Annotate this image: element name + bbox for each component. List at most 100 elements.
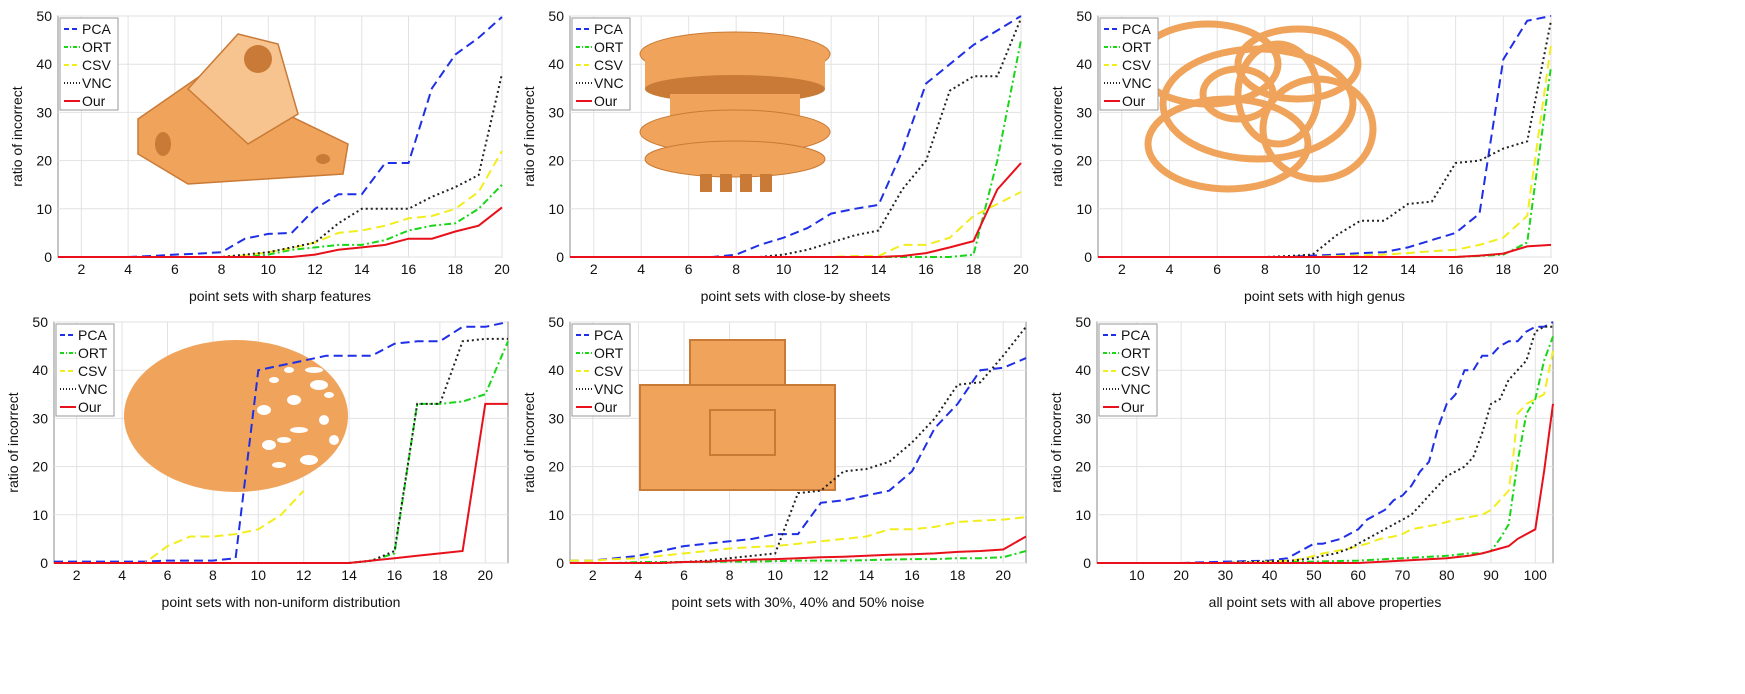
series-line-our bbox=[570, 162, 1022, 258]
x-tick-label: 10 bbox=[776, 261, 792, 277]
x-tick-label: 18 bbox=[1496, 261, 1512, 277]
y-tick-label: 0 bbox=[1084, 249, 1092, 265]
legend-label: VNC bbox=[1121, 381, 1151, 397]
x-tick-label: 8 bbox=[726, 567, 734, 583]
series-line-pca bbox=[54, 321, 509, 563]
series-line-csv bbox=[570, 516, 1027, 562]
x-tick-label: 8 bbox=[732, 261, 740, 277]
legend-label: VNC bbox=[78, 381, 108, 397]
legend-label: CSV bbox=[594, 57, 623, 73]
x-tick-label: 18 bbox=[950, 567, 966, 583]
x-tick-label: 40 bbox=[1262, 567, 1278, 583]
legend-box bbox=[571, 323, 631, 417]
x-tick-label: 14 bbox=[341, 567, 357, 583]
x-tick-label: 16 bbox=[904, 567, 920, 583]
y-tick-label: 20 bbox=[32, 459, 48, 475]
series-line-our bbox=[570, 535, 1027, 564]
x-tick-label: 80 bbox=[1439, 567, 1455, 583]
x-tick-label: 20 bbox=[995, 567, 1011, 583]
x-tick-label: 10 bbox=[261, 261, 277, 277]
legend-label: ORT bbox=[82, 39, 112, 55]
x-tick-label: 100 bbox=[1524, 567, 1548, 583]
y-tick-label: 30 bbox=[36, 104, 52, 120]
x-tick-label: 60 bbox=[1350, 567, 1366, 583]
x-tick-label: 8 bbox=[1261, 261, 1269, 277]
legend-label: PCA bbox=[1122, 21, 1151, 37]
legend-label: PCA bbox=[82, 21, 111, 37]
y-tick-label: 0 bbox=[44, 249, 52, 265]
noisy-block-inset-image bbox=[639, 339, 836, 491]
x-tick-label: 18 bbox=[966, 261, 982, 277]
chart-panel-3: 2 4 6 8 10 12 14 16 18 20 0 10 20 30 40 50 point sets wi… bbox=[1049, 8, 1559, 304]
x-tick-label: 10 bbox=[1305, 261, 1321, 277]
legend-label: VNC bbox=[82, 75, 112, 91]
x-tick-label: 6 bbox=[1213, 261, 1221, 277]
y-tick-label: 0 bbox=[556, 249, 564, 265]
y-axis-label: ratio of incorrect bbox=[521, 86, 537, 186]
y-axis-label: ratio of incorrect bbox=[521, 392, 537, 492]
y-tick-label: 20 bbox=[1075, 459, 1091, 475]
y-tick-label: 10 bbox=[1075, 507, 1091, 523]
y-tick-label: 20 bbox=[1076, 153, 1092, 169]
x-tick-label: 20 bbox=[478, 567, 494, 583]
legend-label: ORT bbox=[78, 345, 108, 361]
x-tick-label: 10 bbox=[251, 567, 267, 583]
vase-inset-image bbox=[639, 31, 831, 192]
y-tick-label: 30 bbox=[1076, 104, 1092, 120]
chart-panel-2: 2 4 6 8 10 12 14 16 18 20 0 10 20 30 40 50 point sets wi… bbox=[521, 8, 1029, 304]
x-tick-label: 12 bbox=[1352, 261, 1368, 277]
x-tick-label: 10 bbox=[1129, 567, 1145, 583]
y-tick-label: 10 bbox=[548, 507, 564, 523]
x-tick-label: 10 bbox=[767, 567, 783, 583]
y-tick-label: 50 bbox=[32, 314, 48, 330]
x-axis-label: point sets with sharp features bbox=[189, 288, 371, 304]
legend-box bbox=[1098, 323, 1158, 417]
y-tick-label: 20 bbox=[548, 459, 564, 475]
x-tick-label: 14 bbox=[1400, 261, 1416, 277]
x-tick-label: 14 bbox=[871, 261, 887, 277]
chart-panel-6: 10 20 30 40 50 60 70 80 90 100 0 10 20 30 40 50 all poin… bbox=[1048, 314, 1554, 610]
x-axis-label: point sets with close-by sheets bbox=[701, 288, 891, 304]
mechanical-part-inset-image bbox=[137, 33, 349, 185]
legend-label: PCA bbox=[594, 21, 623, 37]
y-axis-label: ratio of incorrect bbox=[1048, 392, 1064, 492]
x-tick-label: 4 bbox=[637, 261, 645, 277]
legend-box bbox=[1099, 17, 1159, 111]
y-tick-label: 30 bbox=[1075, 410, 1091, 426]
y-tick-label: 0 bbox=[556, 555, 564, 571]
x-tick-label: 6 bbox=[164, 567, 172, 583]
x-tick-label: 20 bbox=[494, 261, 510, 277]
x-axis-label: point sets with non-uniform distribution bbox=[162, 594, 401, 610]
series-line-pca bbox=[570, 357, 1027, 562]
series-line-our bbox=[58, 206, 503, 258]
legend-label: Our bbox=[78, 399, 102, 415]
series-line-our bbox=[1097, 403, 1554, 564]
y-tick-label: 50 bbox=[1075, 314, 1091, 330]
x-tick-label: 16 bbox=[1448, 261, 1464, 277]
y-tick-label: 10 bbox=[548, 201, 564, 217]
y-tick-label: 40 bbox=[548, 56, 564, 72]
legend-label: ORT bbox=[594, 345, 624, 361]
x-tick-label: 20 bbox=[1013, 261, 1029, 277]
y-tick-label: 10 bbox=[1076, 201, 1092, 217]
y-tick-label: 50 bbox=[548, 314, 564, 330]
x-tick-label: 6 bbox=[171, 261, 179, 277]
x-tick-label: 4 bbox=[1166, 261, 1174, 277]
x-tick-label: 6 bbox=[680, 567, 688, 583]
legend-label: Our bbox=[82, 93, 106, 109]
x-tick-label: 4 bbox=[635, 567, 643, 583]
legend-label: CSV bbox=[1122, 57, 1151, 73]
x-tick-label: 2 bbox=[589, 567, 597, 583]
y-tick-label: 40 bbox=[1076, 56, 1092, 72]
x-tick-label: 20 bbox=[1543, 261, 1559, 277]
x-axis-label: all point sets with all above properties bbox=[1209, 594, 1442, 610]
legend-label: ORT bbox=[594, 39, 624, 55]
x-tick-label: 16 bbox=[918, 261, 934, 277]
x-tick-label: 30 bbox=[1218, 567, 1234, 583]
y-tick-label: 40 bbox=[548, 362, 564, 378]
y-tick-label: 40 bbox=[32, 362, 48, 378]
y-tick-label: 0 bbox=[40, 555, 48, 571]
chart-panel-4: 2 4 6 8 10 12 14 16 18 20 0 10 20 30 40 50 point sets wi… bbox=[5, 314, 509, 610]
x-tick-label: 2 bbox=[590, 261, 598, 277]
legend-label: PCA bbox=[78, 327, 107, 343]
